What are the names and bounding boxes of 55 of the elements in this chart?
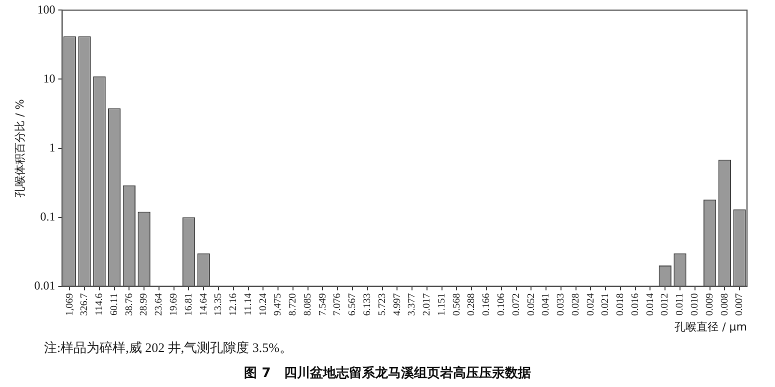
x-tick-label: 9.475 (272, 293, 284, 316)
x-tick-label: 0.009 (704, 293, 716, 316)
x-tick-label: 0.024 (585, 293, 596, 316)
x-tick-label: 13.35 (213, 293, 224, 316)
x-tick-label: 0.007 (734, 293, 746, 316)
y-tick-label: 0.1 (40, 209, 56, 224)
y-tick-label: 10 (43, 71, 56, 86)
x-tick-label: 114.6 (94, 293, 106, 316)
x-tick-label: 7.076 (332, 293, 344, 316)
text: 图 7 四川盆地志留系龙马溪组页岩高压压汞数据 (243, 364, 532, 382)
x-tick-label: 12.16 (228, 293, 240, 316)
x-tick-label: 11.14 (242, 293, 254, 316)
x-tick-label: 0.010 (690, 293, 701, 316)
x-tick-label: 326.7 (79, 293, 90, 316)
x-tick-label: 8.720 (288, 293, 299, 316)
x-tick-label: 0.072 (510, 293, 522, 316)
x-tick-label: 38.76 (124, 293, 135, 316)
x-axis-title: 孔喉直径 / μm (674, 320, 747, 334)
x-tick-label: 8.085 (302, 293, 314, 316)
x-tick-label: 0.016 (630, 293, 641, 316)
x-tick-label: 0.014 (644, 293, 656, 316)
x-tick-label: 7.549 (317, 293, 328, 316)
x-tick-label: 0.008 (719, 293, 730, 316)
x-tick-label: 0.021 (600, 293, 612, 316)
x-tick-label: 28.99 (138, 293, 150, 316)
x-tick-label: 0.012 (660, 293, 671, 316)
x-tick-label: 60.11 (108, 293, 120, 316)
x-tick-label: 1,069 (64, 293, 76, 316)
x-tick-label: 0.106 (496, 293, 507, 316)
x-tick-label: 5.723 (376, 293, 388, 316)
y-axis-title: 孔喉体积百分比 / % (13, 99, 26, 198)
y-tick-label: 0.01 (34, 278, 56, 292)
y-tick-label: 1 (49, 140, 56, 154)
x-tick-label: 23.64 (154, 293, 165, 316)
x-tick-label: 0.288 (466, 293, 478, 316)
x-tick-label: 16.81 (183, 293, 194, 316)
x-tick-label: 3.377 (406, 293, 418, 316)
x-tick-label: 10.24 (258, 293, 269, 316)
x-tick-label: 6.133 (362, 293, 374, 316)
text: 注:样品为碎样,威 202 井,气测孔隙度 3.5%。 (44, 339, 292, 357)
x-tick-label: 4.997 (392, 293, 403, 316)
y-tick-label: 100 (37, 2, 56, 16)
x-tick-label: 1.151 (436, 293, 448, 316)
x-tick-label: 0.028 (570, 293, 582, 316)
x-tick-label: 0.568 (451, 293, 462, 316)
x-tick-label: 6.567 (347, 293, 358, 316)
x-tick-label: 0.018 (615, 293, 626, 316)
x-tick-label: 0.166 (481, 293, 492, 316)
x-tick-label: 14.64 (198, 293, 210, 316)
x-tick-label: 0.052 (526, 293, 537, 316)
x-tick-label: 2.017 (422, 293, 433, 316)
x-tick-label: 19.69 (168, 293, 180, 316)
x-tick-label: 0.041 (540, 293, 552, 316)
x-tick-label: 0.011 (674, 293, 686, 316)
x-tick-label: 0.033 (556, 293, 567, 316)
